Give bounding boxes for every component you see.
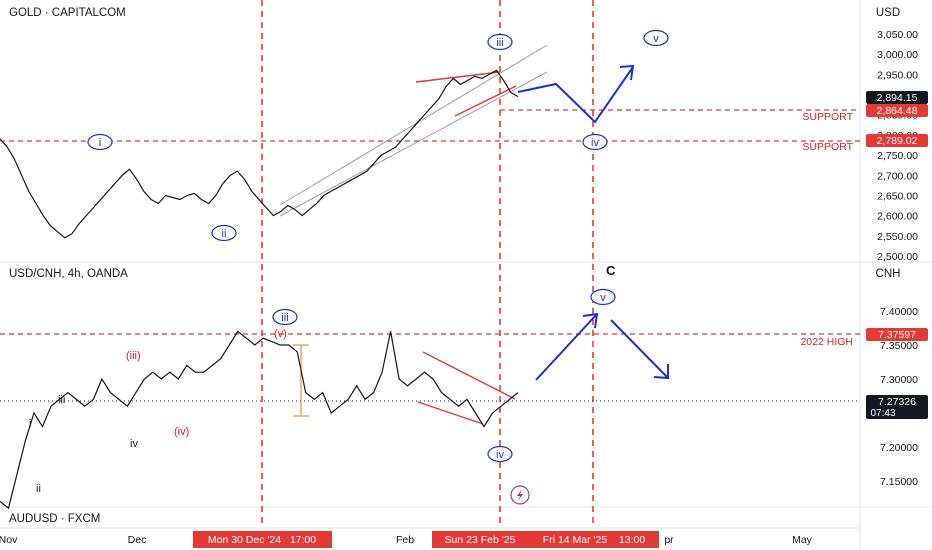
time-highlight[interactable]: Fri 14 Mar '25 13:00: [529, 531, 659, 548]
y-tick-label: 2,600.00: [877, 211, 918, 223]
time-axis-label: Dec: [128, 534, 147, 546]
wave-label-paren-v[interactable]: (v): [274, 328, 287, 340]
y-tick-label: 2,750.00: [877, 150, 918, 162]
price-tag-text: 7.27326: [878, 396, 916, 408]
wave-label-text: iv: [591, 137, 599, 149]
price-tag-text: 2,864.48: [877, 105, 918, 117]
channel-lower-line[interactable]: [279, 71, 548, 217]
wave-label-iv-circled[interactable]: iv: [487, 445, 513, 463]
gold-pane-title[interactable]: GOLD · CAPITALCOM: [9, 7, 126, 19]
price-tag-current[interactable]: 7.27326 07:43: [866, 395, 928, 419]
time-highlight[interactable]: Sun 23 Feb '25: [432, 531, 529, 548]
wave-label-v-circled[interactable]: v: [590, 288, 616, 306]
y-tick-label: 2,650.00: [877, 190, 918, 202]
time-axis-label: May: [792, 534, 813, 546]
arrow-head: [653, 364, 669, 380]
y-tick-label: 2,950.00: [877, 69, 918, 81]
y-tick-label: 7.15000: [880, 476, 918, 488]
wave-label-iii[interactable]: iii: [487, 33, 513, 51]
wedge-lower-line[interactable]: [417, 401, 484, 425]
wave-label-text: v: [600, 292, 606, 304]
time-highlight-text: Fri 14 Mar '25 13:00: [543, 534, 646, 546]
y-tick-label: 2,700.00: [877, 170, 918, 182]
usdcnh-price-line[interactable]: [0, 330, 519, 510]
currency-label-usd[interactable]: USD: [876, 7, 900, 19]
usdcnh-pane-title[interactable]: USD/CNH, 4h, OANDA: [9, 268, 128, 280]
wave-label-text: i: [99, 137, 101, 149]
wave-label-text: v: [653, 33, 659, 45]
price-tag-high[interactable]: 7.37597: [866, 328, 928, 341]
wave-label-iv[interactable]: iv: [130, 438, 138, 450]
wave-label-text: iv: [496, 449, 504, 461]
price-tag-support[interactable]: 2,864.48: [866, 104, 928, 117]
wave-label-paren-iii[interactable]: (iii): [126, 350, 141, 362]
time-axis-label: pr: [664, 534, 674, 546]
time-highlight[interactable]: Mon 30 Dec '24 17:00: [193, 531, 332, 548]
wave-label-text: ii: [222, 228, 227, 240]
price-tag-support[interactable]: 2,789.02: [866, 134, 928, 147]
time-highlight-text: Sun 23 Feb '25: [445, 534, 516, 546]
y-tick-label: 7.40000: [880, 306, 918, 318]
arrow-head: [582, 312, 599, 329]
audusd-pane-title[interactable]: AUDUSD · FXCM: [9, 513, 100, 525]
wave-label-v[interactable]: v: [643, 29, 669, 47]
y-tick-label: 7.30000: [880, 374, 918, 386]
wave-label-iii-circled[interactable]: iii: [272, 308, 298, 326]
y-tick-label: 3,000.00: [877, 49, 918, 61]
wave-label-i[interactable]: i: [29, 418, 31, 430]
lightning-icon[interactable]: [510, 485, 530, 505]
wave-label-ii[interactable]: ii: [36, 483, 41, 495]
wave-label-text: iii: [496, 37, 503, 49]
projection-path[interactable]: [535, 313, 598, 381]
time-axis-label: Feb: [396, 534, 414, 546]
y-tick-label: 3,050.00: [877, 29, 918, 41]
wave-label-c[interactable]: C: [606, 263, 616, 278]
currency-label-cnh[interactable]: CNH: [876, 268, 901, 280]
y-tick-label: 2,500.00: [877, 251, 918, 263]
price-tag-text: 2,789.02: [877, 135, 918, 147]
wedge-upper-line[interactable]: [415, 71, 501, 83]
price-tag-text: 7.37597: [878, 329, 916, 341]
wave-label-iii[interactable]: iii: [58, 394, 65, 406]
arrow-head: [619, 64, 635, 81]
price-tag-text: 2,894.15: [877, 92, 918, 104]
wedge-upper-line[interactable]: [422, 351, 516, 400]
support-label: SUPPORT: [802, 141, 853, 153]
projection-path[interactable]: [517, 66, 634, 124]
y-tick-label: 2,550.00: [877, 231, 918, 243]
price-tag-current[interactable]: 2,894.15: [866, 91, 928, 104]
time-axis-label: Nov: [0, 534, 18, 546]
wedge-lower-line[interactable]: [454, 85, 517, 117]
wave-label-iv[interactable]: iv: [582, 133, 608, 151]
y-tick-label: 7.35000: [880, 340, 918, 352]
gold-price-line[interactable]: [0, 69, 519, 239]
channel-upper-line[interactable]: [279, 44, 548, 206]
projection-path[interactable]: [610, 319, 669, 379]
countdown-text: 07:43: [870, 408, 895, 419]
high-label: 2022 HIGH: [800, 336, 853, 348]
time-highlight-text: Mon 30 Dec '24 17:00: [208, 534, 316, 546]
wave-label-text: iii: [281, 312, 288, 324]
wave-label-ii[interactable]: ii: [211, 224, 237, 242]
wave-label-i[interactable]: i: [87, 133, 113, 151]
wave-label-paren-iv[interactable]: (iv): [174, 426, 189, 438]
support-label: SUPPORT: [802, 111, 853, 123]
y-tick-label: 7.20000: [880, 442, 918, 454]
